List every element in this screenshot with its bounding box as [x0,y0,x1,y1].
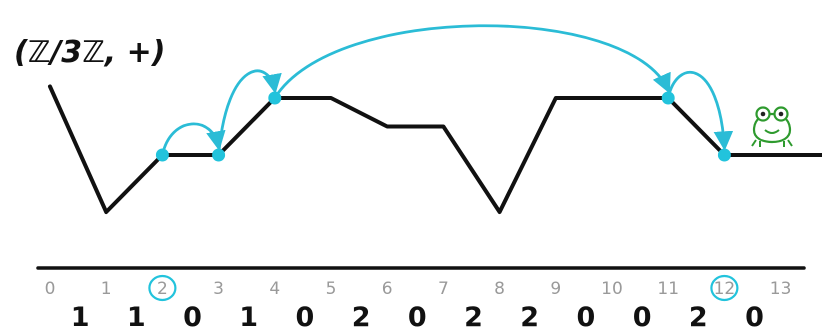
jump-arc-11-12 [666,71,734,151]
index-label: 3 [213,279,224,299]
value-label: 2 [352,302,371,333]
index-label: 1 [101,279,112,299]
value-label: 1 [239,302,258,333]
value-label: 0 [408,302,427,333]
value-label: 1 [127,302,146,333]
index-label: 8 [494,279,505,299]
visited-point-2 [155,148,169,162]
value-label: 0 [745,302,764,333]
jump-arc-3-4 [217,69,282,156]
value-label: 2 [520,302,539,333]
jump-arc-4-11 [273,24,671,99]
visited-point-12 [717,148,731,162]
value-label: 1 [71,302,90,333]
index-label: 12 [714,279,736,299]
index-label: 2 [157,279,168,299]
index-circle-12 [710,274,739,302]
visited-point-3 [212,148,226,162]
index-highlight-circles [148,274,739,302]
index-label: 0 [45,279,56,299]
jump-arcs [161,24,734,156]
index-label: 13 [770,279,792,299]
jump-arc-2-3 [161,122,226,156]
index-label: 9 [550,279,561,299]
index-label: 7 [438,279,449,299]
group-title: (ℤ/3ℤ, +) [14,35,166,70]
index-label: 11 [657,279,679,299]
index-label: 10 [601,279,623,299]
value-label: 0 [296,302,315,333]
walk-path [48,84,822,214]
index-circle-2 [148,274,177,302]
frog-icon [751,106,793,147]
index-label: 6 [382,279,393,299]
visited-point-11 [661,91,675,105]
value-labels: 1 1 0 1 0 2 0 2 2 0 0 2 0 [71,302,764,333]
index-labels: 0 1 2 3 4 5 6 7 8 9 10 11 12 13 [45,279,792,299]
value-label: 2 [689,302,708,333]
value-label: 0 [633,302,652,333]
value-label: 2 [464,302,483,333]
value-label: 0 [183,302,202,333]
visited-points [155,91,731,162]
index-label: 4 [269,279,280,299]
index-label: 5 [326,279,337,299]
value-label: 0 [577,302,596,333]
visited-point-4 [268,91,282,105]
